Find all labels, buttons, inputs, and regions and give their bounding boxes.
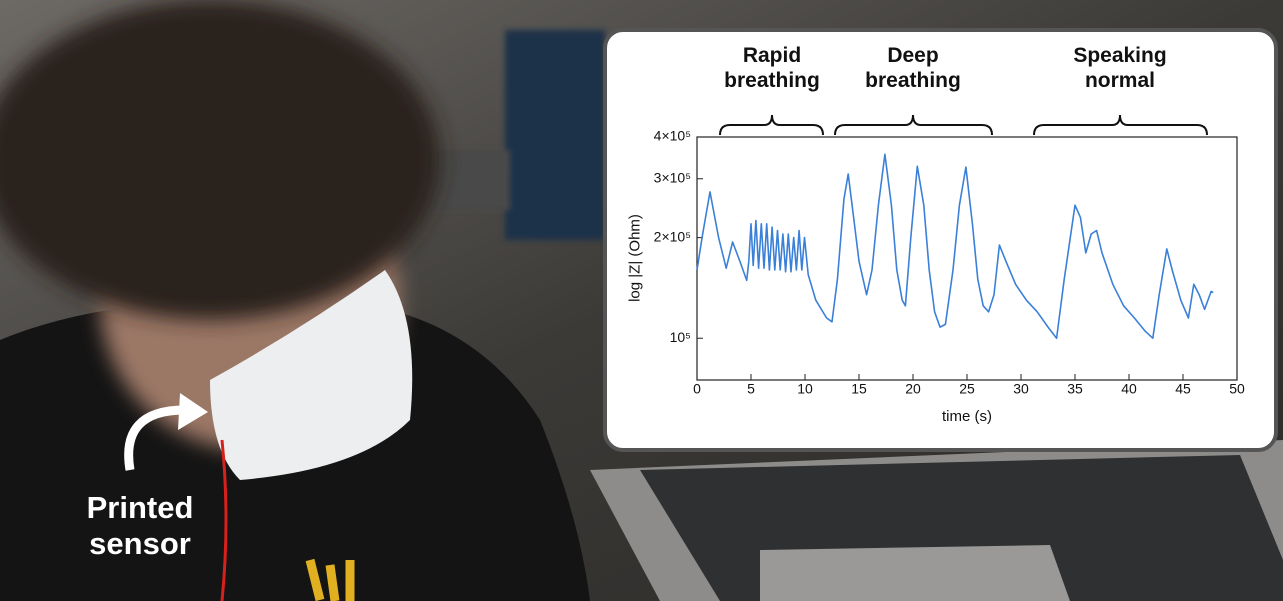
sensor-label: Printed sensor	[86, 490, 194, 561]
x-axis-title: time (s)	[942, 408, 992, 425]
x-tick-label: 50	[1229, 381, 1245, 397]
arrow	[124, 405, 186, 471]
trackpad	[760, 545, 1070, 601]
chair	[430, 150, 510, 210]
chart-panel	[603, 28, 1278, 452]
brace	[1033, 114, 1208, 136]
annotation: Deep breathing	[865, 44, 961, 92]
y-tick-label: 3×10⁵	[654, 169, 691, 185]
annotation: Speaking normal	[1073, 44, 1167, 92]
brace	[834, 114, 993, 136]
x-tick-label: 20	[905, 381, 921, 397]
x-tick-label: 45	[1175, 381, 1191, 397]
x-tick-label: 25	[959, 381, 975, 397]
data-line	[696, 153, 1214, 339]
x-tick-label: 0	[693, 381, 701, 397]
x-tick-label: 35	[1067, 381, 1083, 397]
shirt-print	[305, 558, 355, 601]
x-tick-label: 10	[797, 381, 813, 397]
cabinet	[505, 30, 605, 240]
x-tick-label: 30	[1013, 381, 1029, 397]
y-tick-label: 10⁵	[670, 329, 691, 345]
x-tick-label: 40	[1121, 381, 1137, 397]
y-tick-label: 2×10⁵	[654, 228, 691, 244]
hair	[0, 0, 440, 320]
annotation: Rapid breathing	[724, 44, 820, 92]
braces	[719, 114, 1208, 136]
y-axis-title: log |Z| (Ohm)	[626, 214, 644, 302]
mask	[210, 270, 413, 480]
x-tick-label: 15	[851, 381, 867, 397]
y-tick-label: 4×10⁵	[654, 128, 691, 144]
brace	[719, 114, 824, 136]
x-tick-label: 5	[747, 381, 755, 397]
arrow-head	[178, 393, 208, 430]
sensor-wire	[220, 439, 228, 601]
